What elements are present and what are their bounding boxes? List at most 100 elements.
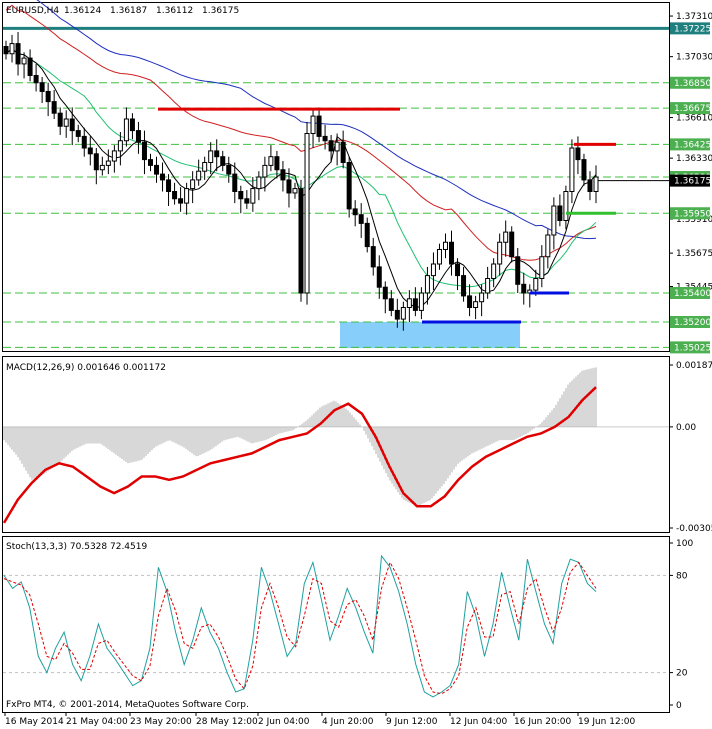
- candle: [491, 258, 497, 288]
- candle-body: [376, 266, 382, 288]
- candle: [563, 185, 569, 230]
- macd-signal-line: [2, 386, 597, 524]
- candle: [280, 161, 286, 192]
- candle-body: [57, 112, 63, 127]
- candle: [539, 245, 545, 288]
- candle: [334, 133, 340, 166]
- candle: [196, 159, 202, 186]
- candle-body: [455, 263, 461, 277]
- candle: [21, 52, 27, 79]
- candle-body: [449, 241, 455, 265]
- candle-body: [33, 75, 39, 84]
- candle: [93, 148, 99, 185]
- candle: [111, 145, 117, 173]
- candle: [310, 110, 316, 148]
- time-tick-label: 4 Jun 20:00: [322, 717, 374, 727]
- candle: [135, 121, 141, 154]
- candle-body: [154, 164, 160, 175]
- candle-body: [232, 173, 238, 193]
- candle-body: [473, 301, 479, 309]
- candle: [123, 107, 129, 147]
- stoch-tick-label: 0: [676, 701, 682, 711]
- candle-body: [569, 147, 575, 192]
- candle-body: [521, 283, 527, 294]
- candle-body: [358, 214, 364, 224]
- candle: [593, 165, 599, 204]
- candle-body: [430, 263, 436, 277]
- candle: [147, 153, 153, 172]
- stoch-main-line: [3, 554, 597, 698]
- candle: [545, 229, 551, 269]
- candle-body: [178, 198, 184, 204]
- candle-body: [412, 298, 418, 311]
- level-label-text: 1.36675: [674, 104, 711, 114]
- candle: [430, 252, 436, 291]
- candle-body: [491, 263, 497, 279]
- candle: [105, 149, 111, 175]
- price-header-high: 1.36187: [110, 6, 147, 16]
- candle-body: [334, 141, 340, 152]
- time-tick-label: 2 Jun 04:00: [258, 717, 310, 727]
- candle-body: [436, 249, 442, 265]
- time-tick-label: 23 May 20:00: [130, 717, 192, 727]
- candle-body: [424, 275, 430, 294]
- candle-body: [75, 130, 81, 137]
- candle: [27, 49, 33, 82]
- candle-body: [467, 295, 473, 308]
- candle-body: [322, 135, 328, 142]
- level-label-box: [670, 287, 710, 299]
- candle-body: [497, 241, 503, 265]
- level-label-box: [670, 102, 710, 115]
- candle: [154, 156, 160, 183]
- candle-body: [461, 275, 467, 297]
- candle: [322, 124, 328, 150]
- candle: [388, 290, 394, 317]
- candle-body: [274, 156, 280, 171]
- candle: [166, 174, 172, 206]
- candle-body: [160, 173, 166, 181]
- level-label-box: [670, 316, 710, 328]
- candle: [178, 187, 184, 212]
- candle: [449, 230, 455, 276]
- candle: [87, 136, 93, 166]
- candle: [256, 171, 262, 201]
- level-label-text: 1.37225: [674, 24, 711, 34]
- price-tick-label: 1.35910: [676, 215, 712, 225]
- candle-body: [250, 188, 256, 204]
- time-tick-label: 21 May 04:00: [66, 717, 128, 727]
- candle: [3, 40, 9, 60]
- candle-body: [382, 286, 388, 300]
- macd-pane[interactable]: [2, 356, 670, 533]
- candle-body: [256, 176, 262, 190]
- candle: [172, 182, 178, 205]
- candle-body: [587, 179, 593, 192]
- candle-body: [238, 191, 244, 200]
- candle: [244, 190, 250, 209]
- candle-body: [166, 179, 172, 192]
- stoch-signal-line: [3, 561, 597, 695]
- candle-body: [298, 188, 304, 294]
- candle-body: [515, 256, 521, 285]
- price-tick-label: 1.37310: [676, 12, 712, 22]
- demand-zone: [340, 322, 520, 349]
- candle-body: [442, 241, 448, 250]
- candle-body: [21, 57, 27, 65]
- candle: [304, 121, 310, 305]
- candle-body: [208, 150, 214, 163]
- level-label-text: 1.35950: [674, 209, 711, 219]
- candle-body: [117, 140, 123, 152]
- candle: [473, 295, 479, 320]
- candle: [340, 130, 346, 169]
- candle: [117, 132, 123, 166]
- candle-body: [15, 43, 21, 65]
- candle-body: [575, 147, 581, 161]
- candle-body: [352, 208, 358, 216]
- time-tick-label: 16 May 2014: [5, 717, 64, 727]
- candle-body: [503, 231, 509, 243]
- candle-body: [87, 147, 93, 155]
- candle: [298, 179, 304, 302]
- candle-body: [310, 115, 316, 134]
- candle-body: [202, 162, 208, 172]
- candle: [467, 284, 473, 317]
